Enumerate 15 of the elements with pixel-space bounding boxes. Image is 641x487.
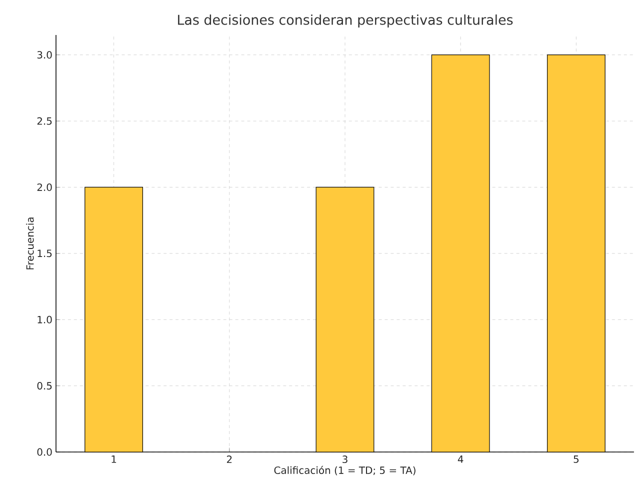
- y-tick-label: 1.5: [38, 250, 52, 258]
- x-tick-label: 3: [342, 456, 348, 464]
- x-axis-title: Calificación (1 = TD; 5 = TA): [274, 466, 416, 476]
- x-tick-label: 1: [112, 456, 116, 463]
- y-tick-label: 1.0: [38, 316, 52, 324]
- y-tick-label: 3.0: [37, 51, 52, 59]
- x-tick-label: 5: [574, 456, 579, 463]
- y-axis-title: Frecuencia: [26, 218, 34, 270]
- y-tick-label: 0.5: [37, 382, 52, 390]
- y-tick-label: 2.5: [37, 117, 52, 125]
- x-tick-label: 2: [226, 456, 232, 463]
- chart-title: Las decisiones consideran perspectivas culturales: [178, 14, 513, 28]
- y-tick-label: 0.0: [37, 448, 52, 456]
- x-tick-label: 4: [458, 456, 464, 463]
- y-tick-label: 2.0: [37, 183, 52, 191]
